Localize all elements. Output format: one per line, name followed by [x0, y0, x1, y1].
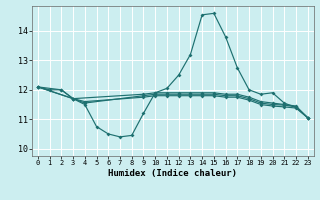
X-axis label: Humidex (Indice chaleur): Humidex (Indice chaleur) — [108, 169, 237, 178]
